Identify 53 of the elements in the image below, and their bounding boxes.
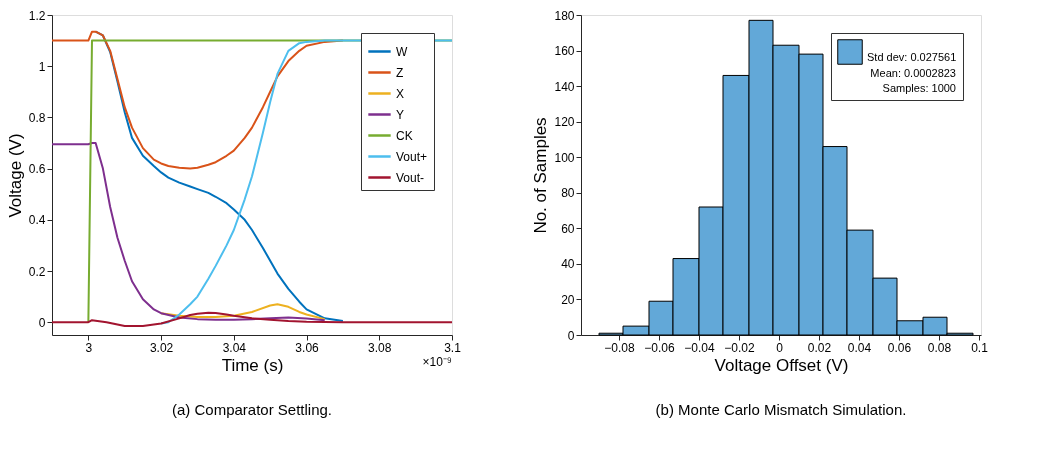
legend-label: Y (396, 107, 405, 122)
x-tick-label: 3.04 (222, 340, 247, 355)
text: (b) Monte Carlo Mismatch Simulation. (655, 401, 907, 418)
y-tick-label: 180 (554, 8, 575, 23)
y-tick-label: 60 (561, 221, 575, 236)
x-tick-label: 3.06 (295, 340, 320, 355)
legend-label: Std dev: 0.027561 (867, 51, 957, 63)
x-tick-label: 0.06 (887, 340, 912, 355)
y-tick-label: 120 (554, 115, 575, 130)
x-tick-label: 3.08 (368, 340, 392, 355)
x-tick-label: 3.02 (149, 340, 174, 355)
y-tick-label: 20 (561, 292, 575, 307)
legend-label: CK (396, 128, 413, 143)
y-tick-label: 80 (561, 186, 575, 201)
y-tick-label: 100 (554, 150, 575, 165)
y-axis-title: Voltage (V) (5, 133, 25, 218)
y-tick-label: 160 (554, 44, 575, 59)
legend-label: Vout+ (396, 149, 428, 164)
x-tick-label: 3.1 (444, 340, 462, 355)
line-series (160, 303, 326, 321)
y-tick-label: 0.6 (28, 162, 46, 177)
y-tick-label: 0.8 (28, 110, 46, 125)
y-tick-label: 1.2 (28, 8, 46, 23)
x-axis-title: Voltage Offset (V) (714, 355, 849, 375)
line-series (52, 142, 326, 322)
x-tick-label: 0.08 (927, 340, 952, 355)
y-tick-label: 40 (561, 257, 575, 272)
x-axis-title: Time (s) (221, 355, 284, 375)
x-tick-label: −0.08 (604, 340, 635, 355)
y-tick-label: 140 (554, 79, 575, 94)
x-tick-label: 3 (85, 340, 93, 355)
y-tick-label: 0 (38, 315, 46, 330)
legend-label: W (396, 44, 408, 59)
y-tick-label: 0 (567, 328, 575, 343)
y-tick-label: 1 (38, 59, 46, 74)
text: (a) Comparator Settling. (171, 401, 333, 418)
annotation: Samples: 1000 (882, 82, 956, 94)
y-tick-label: 0.2 (28, 264, 46, 279)
x-tick-label: 0.02 (807, 340, 832, 355)
x-tick-label: 0.04 (847, 340, 872, 355)
legend-label: Z (396, 65, 404, 80)
x-tick-label: 0 (776, 340, 784, 355)
x-tick-label: 0.1 (971, 340, 989, 355)
text: ×10⁻⁹ (422, 355, 452, 369)
x-tick-label: −0.04 (684, 340, 715, 355)
y-axis-title: No. of Samples (531, 117, 551, 234)
line-series (52, 311, 452, 328)
x-tick-label: −0.02 (724, 340, 755, 355)
legend-label: Vout- (396, 170, 425, 185)
annotation: Mean: 0.0002823 (870, 67, 956, 79)
y-tick-label: 0.4 (28, 213, 46, 228)
x-tick-label: −0.06 (644, 340, 675, 355)
legend-label: X (396, 86, 405, 101)
